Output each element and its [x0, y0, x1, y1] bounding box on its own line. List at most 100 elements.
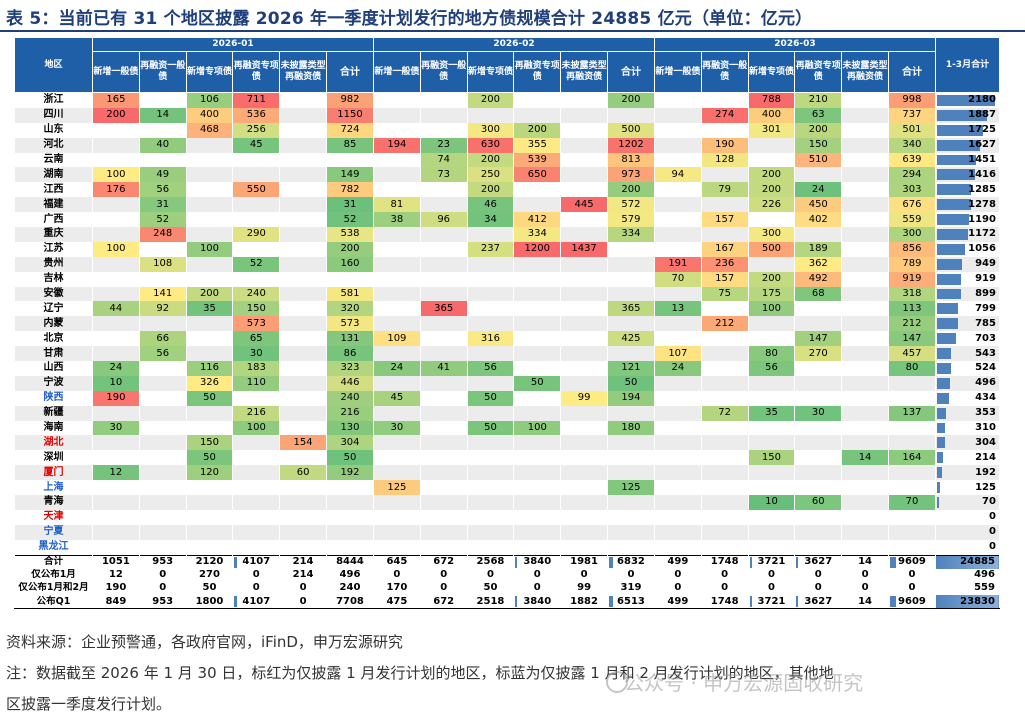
value-cell	[185, 256, 234, 272]
value-cell	[279, 182, 327, 198]
summary-value-cell: 2120	[185, 554, 234, 569]
summary-databar	[608, 556, 613, 568]
summary-value-cell: 0	[513, 568, 562, 582]
value-cell: 300	[747, 227, 796, 242]
region-name: 浙江	[14, 92, 93, 108]
total-value: 1285	[968, 183, 996, 195]
value-cell: 412	[513, 212, 562, 228]
summary-value-cell: 672	[419, 554, 468, 569]
month-header: 2026-02	[372, 37, 655, 52]
value-cell: 650	[513, 167, 562, 183]
value-cell	[185, 495, 234, 510]
summary-value-cell: 3627	[794, 554, 843, 569]
summary-value: 6832	[617, 555, 645, 567]
value-cell	[185, 182, 234, 198]
value-cell	[841, 495, 889, 510]
summary-value-cell: 7708	[325, 595, 374, 610]
value-cell	[560, 435, 608, 451]
region-name: 上海	[14, 480, 93, 496]
value-cell	[419, 390, 468, 406]
summary-value-cell: 849	[92, 595, 140, 610]
value-cell	[560, 316, 608, 332]
region-quarter-total: 125	[934, 480, 1000, 496]
value-cell	[92, 316, 140, 332]
value-cell: 100	[92, 241, 140, 257]
value-cell	[794, 509, 843, 525]
value-cell	[466, 301, 515, 317]
sub-header: 新增专项债	[466, 51, 515, 93]
value-cell	[92, 271, 140, 287]
value-cell	[700, 301, 749, 317]
value-cell	[372, 509, 421, 525]
value-cell: 12	[92, 465, 140, 481]
value-cell	[232, 509, 281, 525]
summary-value: 3721	[757, 555, 786, 567]
total-value: 1190	[968, 213, 996, 225]
value-cell	[279, 286, 327, 302]
value-cell	[372, 167, 421, 183]
value-cell	[466, 256, 515, 272]
sub-header: 再融资专项债	[513, 51, 562, 93]
sub-header: 再融资一般债	[700, 51, 749, 93]
value-cell	[232, 524, 281, 540]
summary-databar	[515, 556, 518, 568]
value-cell	[279, 420, 327, 436]
value-cell	[700, 122, 749, 138]
summary-value-cell: 6513	[606, 595, 655, 610]
value-cell	[138, 241, 187, 257]
region-quarter-total: 0	[934, 539, 1000, 556]
value-cell: 125	[606, 480, 655, 496]
value-cell: 190	[700, 137, 749, 153]
value-cell	[747, 152, 796, 168]
value-cell: 318	[887, 286, 936, 302]
region-quarter-total: 2180	[934, 92, 1000, 108]
region-name: 重庆	[14, 227, 93, 242]
value-cell: 711	[232, 92, 281, 108]
value-cell	[372, 241, 421, 257]
value-cell	[606, 286, 655, 302]
value-cell	[653, 122, 702, 138]
value-cell: 789	[887, 256, 936, 272]
value-cell: 183	[232, 361, 281, 376]
table-row: 江西 176 56 550 782 200 200 79 200 24 303 1285	[14, 182, 1000, 198]
value-cell	[887, 390, 936, 406]
value-cell: 294	[887, 167, 936, 183]
value-cell: 579	[606, 212, 655, 228]
source-note: 资料来源：企业预警通，各政府官网，iFinD，申万宏源研究	[6, 633, 403, 651]
region-quarter-total: 703	[934, 331, 1000, 347]
value-cell	[560, 152, 608, 168]
value-cell: 536	[232, 107, 281, 123]
region-name: 四川	[14, 107, 93, 123]
value-cell	[653, 435, 702, 451]
value-cell	[560, 509, 608, 525]
value-cell: 167	[700, 241, 749, 257]
value-cell	[513, 331, 562, 347]
value-cell	[560, 480, 608, 496]
value-cell: 56	[138, 182, 187, 198]
value-cell: 100	[513, 420, 562, 436]
summary-value-cell: 0	[887, 568, 936, 582]
value-cell: 303	[887, 182, 936, 198]
value-cell: 200	[185, 286, 234, 302]
value-cell	[185, 212, 234, 228]
value-cell	[466, 375, 515, 391]
bond-issuance-table: 地区 2026-01 2026-02 2026-03 1-3月合计 新增一般债 再融资一般债…	[14, 37, 1000, 610]
region-name: 云南	[14, 152, 93, 168]
summary-value-cell: 3721	[747, 554, 796, 569]
value-cell	[419, 107, 468, 123]
table-row: 湖南 100 49 149 73 250 650 973 94 200 294 1416	[14, 167, 1000, 183]
summary-value-cell: 6832	[606, 554, 655, 569]
summary-databar	[234, 596, 238, 608]
value-cell	[841, 137, 889, 153]
value-cell: 200	[92, 107, 140, 123]
total-value: 1627	[968, 139, 996, 151]
value-cell	[700, 509, 749, 525]
value-cell: 24	[372, 361, 421, 376]
value-cell	[92, 286, 140, 302]
value-cell: 49	[138, 167, 187, 183]
quarter-total-header: 1-3月合计	[934, 37, 1000, 93]
value-cell	[653, 107, 702, 123]
value-cell: 92	[138, 301, 187, 317]
value-cell	[841, 316, 889, 332]
value-cell	[794, 361, 843, 376]
